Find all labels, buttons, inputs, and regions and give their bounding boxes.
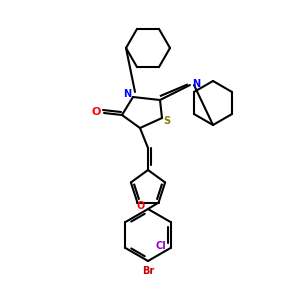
Text: O: O bbox=[136, 201, 145, 211]
Text: Br: Br bbox=[142, 266, 154, 276]
Text: N: N bbox=[192, 79, 200, 89]
Text: O: O bbox=[91, 107, 101, 117]
Text: Cl: Cl bbox=[155, 241, 166, 251]
Text: N: N bbox=[123, 89, 131, 99]
Text: S: S bbox=[164, 116, 171, 126]
